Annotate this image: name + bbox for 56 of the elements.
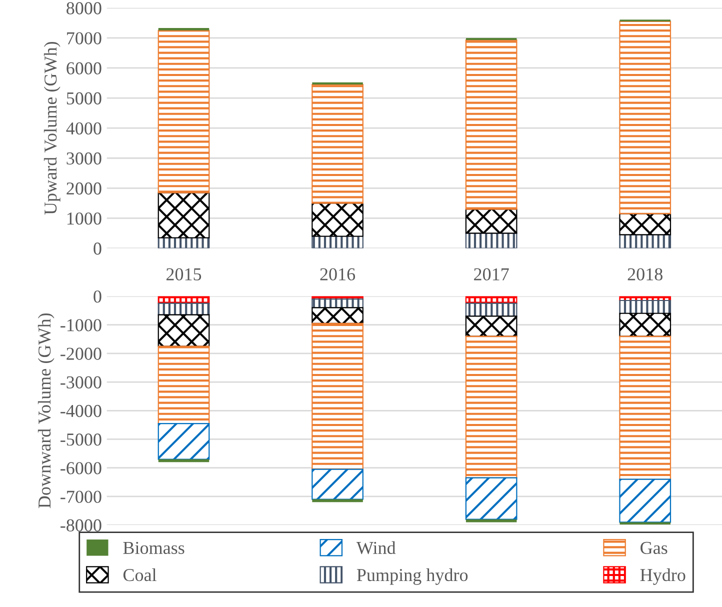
- y-tick-label: 4000: [66, 122, 102, 135]
- y-tick-label: 0: [94, 242, 102, 255]
- bar: [158, 30, 210, 194]
- y-tick-label: -6000: [60, 462, 102, 474]
- bar: [312, 322, 364, 470]
- bar: [158, 422, 210, 460]
- bar: [312, 307, 364, 324]
- y-tick-label: 7000: [67, 32, 102, 44]
- bar: [465, 316, 518, 337]
- y-axis-title: Downward Volume (GWh): [38, 313, 54, 508]
- bar: [158, 314, 210, 347]
- bar: [619, 213, 672, 236]
- bar: [465, 302, 518, 317]
- bar: [619, 478, 672, 523]
- legend-label: Hydro: [640, 568, 686, 585]
- y-tick-label: 3000: [66, 152, 102, 165]
- legend-label: Pumping hydro: [356, 568, 468, 585]
- bar: [619, 20, 672, 214]
- y-tick-label: -7000: [60, 490, 102, 503]
- y-tick-label: 1000: [67, 212, 102, 225]
- bar: [312, 84, 364, 204]
- y-tick-label: 2000: [66, 182, 102, 195]
- y-tick-label: -4000: [60, 404, 102, 418]
- y-tick-label: -2000: [60, 348, 102, 360]
- legend-label: Biomass: [123, 542, 184, 554]
- bar: [312, 202, 364, 237]
- bar: [465, 336, 518, 478]
- y-tick-label: 5000: [66, 92, 102, 104]
- bar: [619, 312, 672, 337]
- bar: [619, 300, 672, 314]
- bar: [619, 336, 672, 480]
- x-tick-label: 2017: [474, 268, 509, 280]
- bar: [158, 302, 210, 316]
- y-tick-label: -1000: [60, 319, 102, 332]
- y-tick-label: -5000: [60, 434, 102, 446]
- bar: [465, 232, 518, 248]
- bar: [465, 208, 518, 234]
- bar: [158, 192, 210, 238]
- y-tick-label: 8000: [66, 2, 102, 14]
- y-tick-label: -8000: [60, 519, 102, 532]
- x-tick-label: 2015: [166, 268, 202, 280]
- y-tick-label: 6000: [66, 62, 102, 74]
- bar: [312, 468, 364, 500]
- bar: [466, 38, 517, 40]
- bar: [312, 82, 363, 85]
- legend-label: Gas: [640, 542, 668, 554]
- y-axis-title: Upward Volume (GWh): [44, 42, 60, 215]
- bar: [465, 39, 518, 210]
- legend-label: Wind: [356, 541, 396, 554]
- bar: [158, 346, 210, 424]
- x-tick-label: 2018: [628, 268, 662, 280]
- bar: [465, 477, 518, 520]
- y-tick-label: 0: [94, 290, 102, 303]
- legend-label: Coal: [123, 568, 156, 582]
- y-tick-label: -3000: [60, 376, 102, 388]
- x-tick-label: 2016: [320, 268, 356, 280]
